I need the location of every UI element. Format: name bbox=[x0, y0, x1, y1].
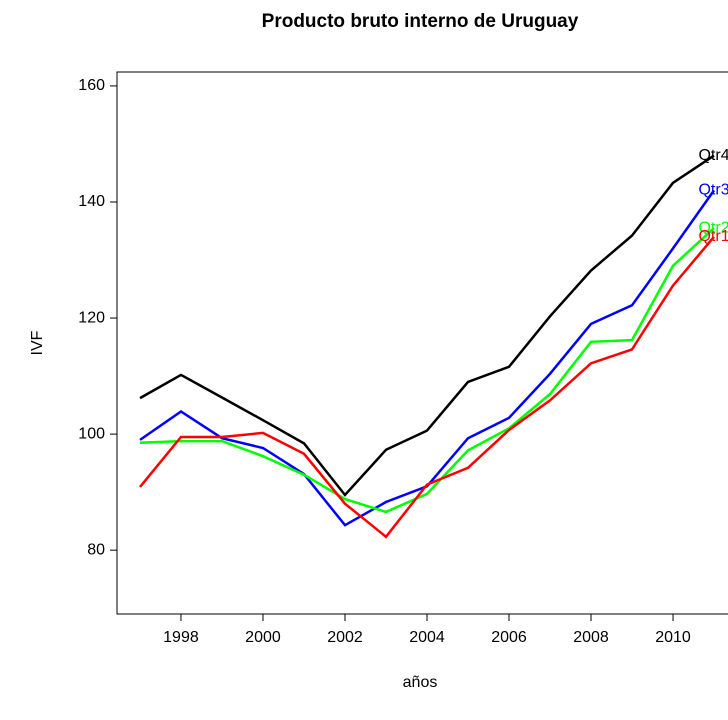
series-line bbox=[139, 154, 715, 497]
y-tick-label: 120 bbox=[78, 309, 105, 326]
x-tick-label: 2006 bbox=[491, 629, 527, 646]
x-tick-label: 2000 bbox=[245, 629, 281, 646]
series-label: Qtr3 bbox=[698, 182, 728, 199]
x-tick-label: 2002 bbox=[327, 629, 363, 646]
x-tick-label: 2010 bbox=[655, 629, 691, 646]
x-axis-label: años bbox=[403, 674, 438, 691]
series-line bbox=[139, 227, 715, 514]
series-label: Qtr1 bbox=[698, 228, 728, 245]
y-tick-label: 140 bbox=[78, 193, 105, 210]
y-tick-label: 100 bbox=[78, 425, 105, 442]
chart-title: Producto bruto interno de Uruguay bbox=[262, 11, 579, 32]
x-tick-label: 2008 bbox=[573, 629, 609, 646]
y-tick-label: 80 bbox=[87, 541, 105, 558]
series-line bbox=[139, 235, 715, 539]
series-label: Qtr2 bbox=[698, 219, 728, 236]
y-tick-label: 160 bbox=[78, 77, 105, 94]
x-tick-label: 2004 bbox=[409, 629, 445, 646]
y-axis-label: IVF bbox=[29, 330, 46, 355]
series-label: Qtr4 bbox=[698, 147, 728, 164]
x-tick-label: 1998 bbox=[163, 629, 199, 646]
